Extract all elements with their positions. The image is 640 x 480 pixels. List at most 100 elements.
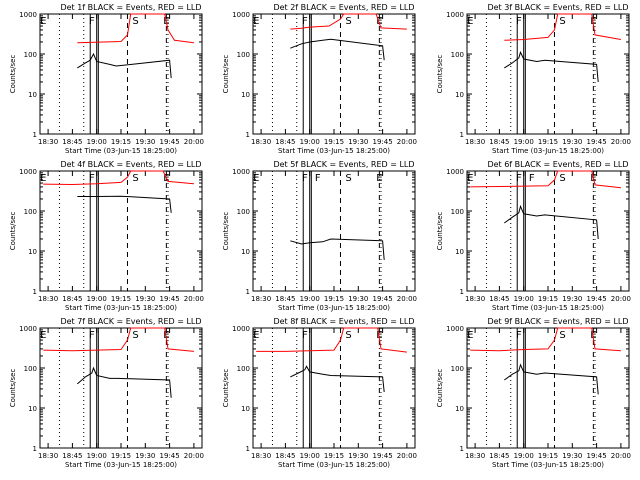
chart-title: Det 9f BLACK = Events, RED = LLD: [487, 317, 628, 326]
y-tick-label: 1000: [232, 11, 250, 19]
events-series-line: [76, 366, 172, 398]
x-tick-label: 19:00: [300, 452, 320, 460]
time-marker-label: F: [302, 173, 308, 184]
y-axis-label: Counts/sec: [222, 55, 230, 94]
x-tick-label: 19:30: [348, 295, 368, 303]
x-axis-label: Start Time (03-Jun-15 18:25:00): [65, 461, 177, 469]
x-tick-label: 19:45: [587, 295, 607, 303]
x-tick-label: 19:45: [373, 138, 393, 146]
plot-frame: [466, 327, 630, 449]
plot-frame: [252, 13, 416, 135]
x-axis-label: Start Time (03-Jun-15 18:25:00): [278, 304, 390, 312]
time-marker-label: E: [467, 173, 473, 184]
lld-series-line: [43, 327, 194, 352]
time-marker-label: E: [376, 16, 382, 27]
y-axis-label: Counts/sec: [436, 369, 444, 408]
time-marker-label: S: [132, 330, 138, 341]
x-tick-label: 19:00: [87, 452, 107, 460]
y-axis-label: Counts/sec: [222, 369, 230, 408]
y-tick-label: 10: [28, 248, 37, 256]
time-marker-label: E: [40, 173, 46, 184]
events-series-line: [77, 195, 172, 213]
y-tick-label: 1000: [232, 325, 250, 333]
time-marker-label: F: [529, 173, 535, 184]
chart-title: Det 4f BLACK = Events, RED = LLD: [60, 160, 201, 169]
plot-frame: [39, 13, 203, 135]
x-tick-label: 19:30: [348, 138, 368, 146]
y-tick-label: 100: [237, 365, 250, 373]
x-tick-label: 19:30: [562, 295, 582, 303]
x-tick-label: 19:15: [324, 295, 344, 303]
x-tick-label: 18:45: [62, 452, 82, 460]
x-tick-label: 19:00: [514, 138, 534, 146]
x-tick-label: 20:00: [397, 295, 417, 303]
chart-title: Det 8f BLACK = Events, RED = LLD: [273, 317, 414, 326]
x-tick-label: 18:30: [251, 138, 271, 146]
y-tick-label: 1: [460, 288, 464, 296]
x-tick-label: 19:45: [587, 452, 607, 460]
x-tick-label: 18:45: [489, 138, 509, 146]
x-axis-label: Start Time (03-Jun-15 18:25:00): [278, 147, 390, 155]
time-marker-label: F: [302, 330, 308, 341]
y-tick-label: 1: [246, 131, 250, 139]
y-axis-label: Counts/sec: [222, 212, 230, 251]
y-axis-label: Counts/sec: [436, 212, 444, 251]
lld-series-line: [43, 170, 194, 186]
chart-panel: Det 9f BLACK = Events, RED = LLD 1 10 100 10…: [436, 317, 631, 469]
y-tick-label: 1: [460, 445, 464, 453]
x-axis-label: Start Time (03-Jun-15 18:25:00): [65, 147, 177, 155]
x-tick-label: 18:45: [275, 452, 295, 460]
x-tick-label: 19:45: [160, 138, 180, 146]
y-tick-label: 1: [246, 445, 250, 453]
x-tick-label: 19:15: [324, 138, 344, 146]
y-axis-label: Counts/sec: [9, 212, 17, 251]
x-tick-label: 19:15: [538, 452, 558, 460]
chart-title: Det 5f BLACK = Events, RED = LLD: [273, 160, 414, 169]
time-marker-label: E: [467, 330, 473, 341]
time-marker-label: F: [516, 330, 522, 341]
x-tick-label: 18:30: [251, 452, 271, 460]
x-tick-label: 19:15: [324, 452, 344, 460]
x-tick-label: 19:00: [300, 138, 320, 146]
y-tick-label: 100: [24, 365, 37, 373]
time-marker-label: E: [376, 173, 382, 184]
x-tick-label: 18:45: [489, 295, 509, 303]
y-axis-label: Counts/sec: [9, 55, 17, 94]
lld-series-line: [77, 13, 194, 44]
chart-title: Det 6f BLACK = Events, RED = LLD: [487, 160, 628, 169]
time-marker-label: F: [516, 173, 522, 184]
y-tick-label: 100: [237, 51, 250, 59]
x-tick-label: 19:15: [538, 295, 558, 303]
x-tick-label: 19:45: [373, 452, 393, 460]
y-tick-label: 100: [24, 51, 37, 59]
events-series-line: [77, 52, 172, 79]
x-tick-label: 19:00: [514, 295, 534, 303]
chart-panel: Det 6f BLACK = Events, RED = LLD 1 10 100 10…: [436, 160, 631, 312]
y-tick-label: 1: [33, 288, 37, 296]
y-tick-label: 10: [455, 405, 464, 413]
chart-panel: Det 5f BLACK = Events, RED = LLD 1 10 100 10…: [222, 160, 417, 312]
x-tick-label: 18:30: [251, 295, 271, 303]
chart-panel: Det 1f BLACK = Events, RED = LLD 1 10 100 10…: [9, 3, 204, 155]
x-tick-label: 19:30: [135, 295, 155, 303]
events-series-line: [290, 365, 385, 393]
y-tick-label: 1000: [232, 168, 250, 176]
x-tick-label: 18:30: [38, 452, 58, 460]
x-tick-label: 18:45: [62, 138, 82, 146]
time-marker-label: F: [89, 330, 95, 341]
lld-series-line: [290, 13, 407, 30]
time-marker-label: F: [89, 16, 95, 27]
x-tick-label: 19:15: [538, 138, 558, 146]
x-tick-label: 20:00: [397, 138, 417, 146]
plot-frame: [252, 327, 416, 449]
time-marker-label: F: [315, 173, 321, 184]
x-axis-label: Start Time (03-Jun-15 18:25:00): [492, 147, 604, 155]
time-marker-label: F: [302, 16, 308, 27]
time-marker-label: F: [89, 173, 95, 184]
chart-panel: Det 4f BLACK = Events, RED = LLD 1 10 100 10…: [9, 160, 204, 312]
x-tick-label: 18:30: [38, 295, 58, 303]
time-marker-label: S: [559, 16, 565, 27]
x-tick-label: 18:45: [62, 295, 82, 303]
chart-panel: Det 3f BLACK = Events, RED = LLD 1 10 100 10…: [436, 3, 631, 155]
